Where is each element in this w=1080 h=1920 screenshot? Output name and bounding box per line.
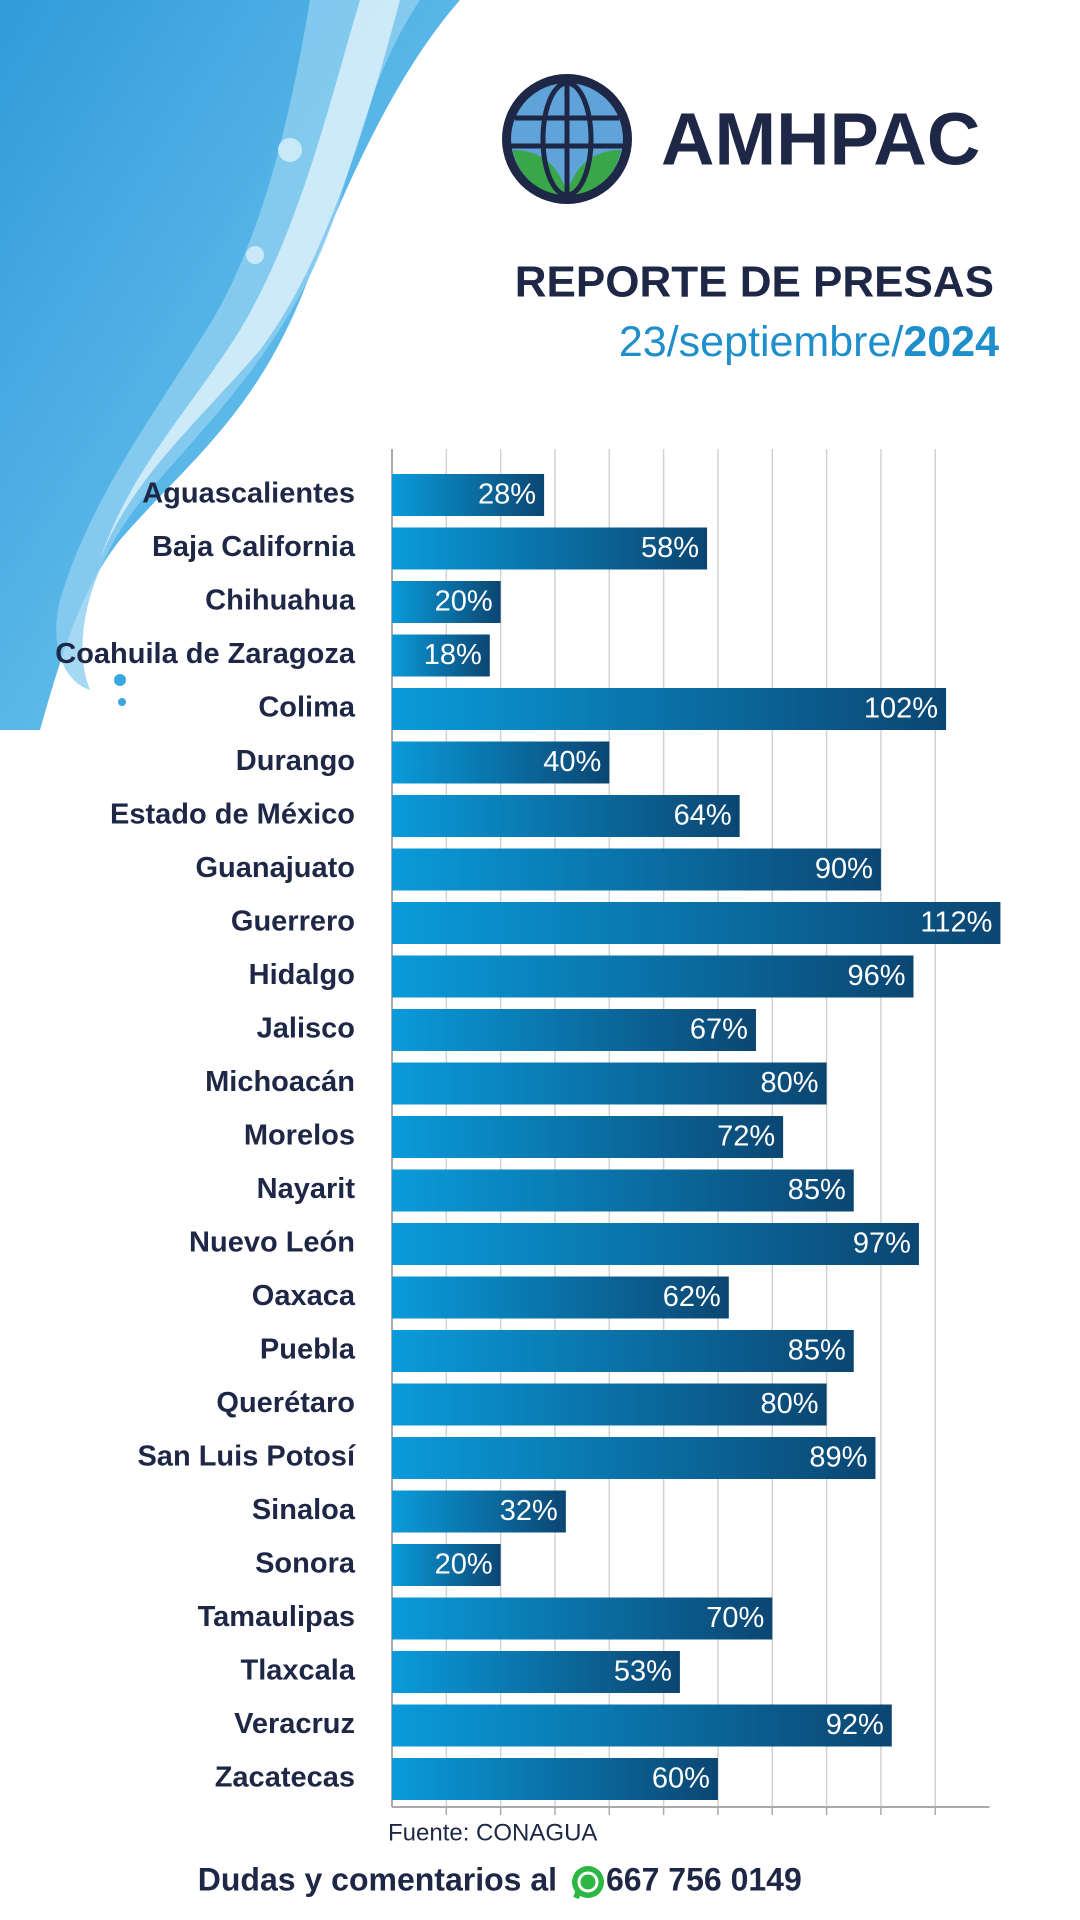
category-label: Sonora [255,1548,356,1580]
category-label: Querétaro [216,1387,355,1419]
value-label: 40% [543,746,601,778]
value-label: 72% [717,1121,775,1153]
bar [392,1490,566,1533]
bar [392,1009,756,1051]
bar [392,1116,784,1158]
bar [392,1758,718,1800]
value-label: 60% [652,1763,710,1795]
bar [392,474,545,516]
value-label: 85% [788,1174,846,1206]
whatsapp-icon [572,1866,604,1900]
value-label: 67% [690,1014,748,1046]
bar [392,1330,854,1372]
value-label: 58% [641,532,699,564]
value-label: 89% [809,1442,867,1474]
bar [392,1544,501,1586]
value-label: 112% [920,907,992,939]
value-label: 102% [864,693,938,725]
value-label: 70% [706,1602,764,1634]
logo [502,74,632,204]
bar [392,955,914,998]
value-label: 96% [847,960,905,992]
chart-title: REPORTE DE PRESAS [515,258,994,307]
category-label: Nayarit [257,1173,356,1205]
value-label: 85% [788,1335,846,1367]
bar [392,527,708,570]
category-label: Michoacán [205,1066,355,1098]
category-label: Jalisco [257,1013,355,1045]
subtitle-year: 2024 [903,318,999,366]
category-label: Hidalgo [249,959,355,991]
bar [392,1276,729,1319]
bar [392,1437,876,1479]
category-label: Chihuahua [205,585,356,617]
value-label: 80% [761,1067,819,1099]
category-label: Nuevo León [189,1227,355,1259]
category-label: Baja California [152,531,356,563]
category-label: Tlaxcala [241,1655,356,1687]
category-label: Veracruz [234,1708,355,1740]
footer-phone: 667 756 0149 [606,1861,802,1897]
bar [392,795,740,837]
category-label: San Luis Potosí [137,1441,355,1473]
category-label: Coahuila de Zaragoza [55,638,356,670]
value-label: 97% [853,1228,911,1260]
subtitle-date: 23/septiembre/ [619,318,903,366]
value-label: 62% [663,1281,721,1313]
category-label: Aguascalientes [142,478,355,510]
source: Fuente: CONAGUA [388,1819,597,1846]
value-label: 28% [478,479,536,511]
chart-subtitle: 23/septiembre/2024 [619,318,999,366]
category-label: Guerrero [231,906,355,938]
category-label: Puebla [260,1334,356,1366]
value-label: 80% [761,1388,819,1420]
footer-text: Dudas y comentarios al [198,1861,557,1897]
category-label: Zacatecas [215,1762,355,1794]
bar [392,902,1001,944]
bar [392,1597,773,1640]
value-label: 20% [435,586,493,618]
bar [392,1704,892,1747]
bar [392,1383,827,1426]
brand: AMHPAC [661,98,980,181]
category-label: Guanajuato [195,852,355,884]
value-label: 32% [500,1495,558,1527]
category-label: Durango [236,745,355,777]
bar [392,1651,680,1693]
bar [392,1223,919,1265]
bar [392,634,490,677]
bar [392,1062,827,1105]
category-label: Estado de México [110,799,355,831]
category-label: Sinaloa [252,1494,356,1526]
value-label: 64% [674,800,732,832]
bar [392,848,881,891]
value-label: 90% [815,853,873,885]
water-splash [0,0,460,730]
category-label: Tamaulipas [198,1601,355,1633]
category-label: Oaxaca [252,1280,356,1312]
value-label: 20% [435,1549,493,1581]
bar [392,1169,854,1212]
bar [392,688,947,730]
bar [392,741,610,784]
category-label: Morelos [244,1120,355,1152]
category-label: Colima [258,692,356,724]
value-label: 18% [424,639,482,671]
value-label: 53% [614,1656,672,1688]
bar [392,581,501,623]
value-label: 92% [826,1709,884,1741]
